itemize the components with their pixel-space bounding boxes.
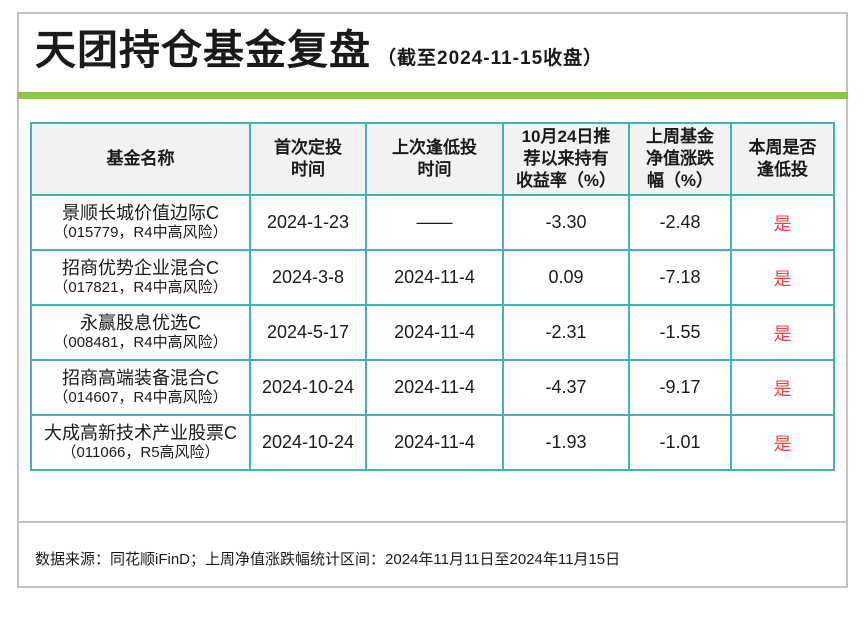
column-header-3: 10月24日推 荐以来持有 收益率（%）: [502, 121, 630, 197]
first-invest-date-cell: 2024-3-8: [249, 249, 367, 307]
fund-detail: （011066，R5高风险）: [61, 444, 220, 462]
table-row: 景顺长城价值边际C （015779，R4中高风险） 2024-1-23 —— -3.30…: [30, 194, 835, 252]
fund-detail: （008481，R4中高风险）: [53, 334, 228, 352]
first-invest-date-cell: 2024-5-17: [249, 304, 367, 362]
last-week-change-cell: -7.18: [628, 249, 732, 307]
footer-divider: [17, 521, 848, 523]
data-source-note: 数据来源：同花顺iFinD；上周净值涨跌幅统计区间：2024年11月11日至20…: [35, 551, 621, 568]
table-row: 招商优势企业混合C （017821，R4中高风险） 2024-3-8 2024-11-…: [30, 249, 835, 307]
page-subtitle: （截至2024-11-15收盘）: [377, 48, 604, 69]
return-since-cell: -4.37: [502, 359, 630, 417]
accent-divider: [17, 92, 848, 99]
last-dip-date-cell: 2024-11-4: [365, 359, 504, 417]
column-header-5: 本周是否 逢低投: [730, 121, 835, 197]
last-week-change-cell: -9.17: [628, 359, 732, 417]
return-since-cell: -3.30: [502, 194, 630, 252]
table-row: 招商高端装备混合C （014607，R4中高风险） 2024-10-24 2024-1…: [30, 359, 835, 417]
table-row: 大成高新技术产业股票C （011066，R5高风险） 2024-10-24 2024-…: [30, 414, 835, 472]
fund-detail: （017821，R4中高风险）: [53, 279, 228, 297]
last-dip-date-cell: 2024-11-4: [365, 414, 504, 472]
last-week-change-cell: -2.48: [628, 194, 732, 252]
dip-this-week-cell: 是: [730, 194, 835, 252]
fund-name: 招商优势企业混合C: [62, 257, 219, 278]
fund-name-cell: 招商优势企业混合C （017821，R4中高风险）: [30, 249, 251, 307]
last-dip-date-cell: ——: [365, 194, 504, 252]
fund-name-cell: 永赢股息优选C （008481，R4中高风险）: [30, 304, 251, 362]
last-week-change-cell: -1.01: [628, 414, 732, 472]
fund-name: 大成高新技术产业股票C: [44, 422, 237, 443]
column-header-4: 上周基金 净值涨跌 幅（%）: [628, 121, 732, 197]
last-dip-date-cell: 2024-11-4: [365, 304, 504, 362]
dip-this-week-cell: 是: [730, 304, 835, 362]
table-row: 永赢股息优选C （008481，R4中高风险） 2024-5-17 2024-11-4…: [30, 304, 835, 362]
title-row: 天团持仓基金复盘 （截至2024-11-15收盘）: [35, 22, 603, 79]
fund-name-cell: 大成高新技术产业股票C （011066，R5高风险）: [30, 414, 251, 472]
fund-table-head: 基金名称 首次定投 时间 上次逢低投 时间 10月24日推 荐以来持有 收益率（%）上…: [30, 121, 835, 197]
fund-table: 基金名称 首次定投 时间 上次逢低投 时间 10月24日推 荐以来持有 收益率（%）上…: [30, 121, 835, 472]
fund-name-cell: 景顺长城价值边际C （015779，R4中高风险）: [30, 194, 251, 252]
report-card: 天团持仓基金复盘 （截至2024-11-15收盘） 基金名称 首次定投 时间 上次逢…: [17, 12, 848, 588]
last-week-change-cell: -1.55: [628, 304, 732, 362]
return-since-cell: -2.31: [502, 304, 630, 362]
dip-this-week-cell: 是: [730, 249, 835, 307]
fund-table-body: 景顺长城价值边际C （015779，R4中高风险） 2024-1-23 —— -3.30…: [30, 194, 835, 472]
last-dip-date-cell: 2024-11-4: [365, 249, 504, 307]
fund-detail: （015779，R4中高风险）: [53, 224, 228, 242]
fund-name-cell: 招商高端装备混合C （014607，R4中高风险）: [30, 359, 251, 417]
header-row: 基金名称 首次定投 时间 上次逢低投 时间 10月24日推 荐以来持有 收益率（%）上…: [30, 121, 835, 197]
first-invest-date-cell: 2024-10-24: [249, 414, 367, 472]
column-header-0: 基金名称: [30, 121, 251, 197]
fund-name: 永赢股息优选C: [80, 312, 201, 333]
dip-this-week-cell: 是: [730, 414, 835, 472]
fund-name: 景顺长城价值边际C: [62, 202, 219, 223]
column-header-2: 上次逢低投 时间: [365, 121, 504, 197]
page-title: 天团持仓基金复盘: [35, 27, 371, 73]
return-since-cell: 0.09: [502, 249, 630, 307]
first-invest-date-cell: 2024-10-24: [249, 359, 367, 417]
return-since-cell: -1.93: [502, 414, 630, 472]
fund-name: 招商高端装备混合C: [62, 367, 219, 388]
column-header-1: 首次定投 时间: [249, 121, 367, 197]
first-invest-date-cell: 2024-1-23: [249, 194, 367, 252]
dip-this-week-cell: 是: [730, 359, 835, 417]
fund-detail: （014607，R4中高风险）: [53, 389, 228, 407]
